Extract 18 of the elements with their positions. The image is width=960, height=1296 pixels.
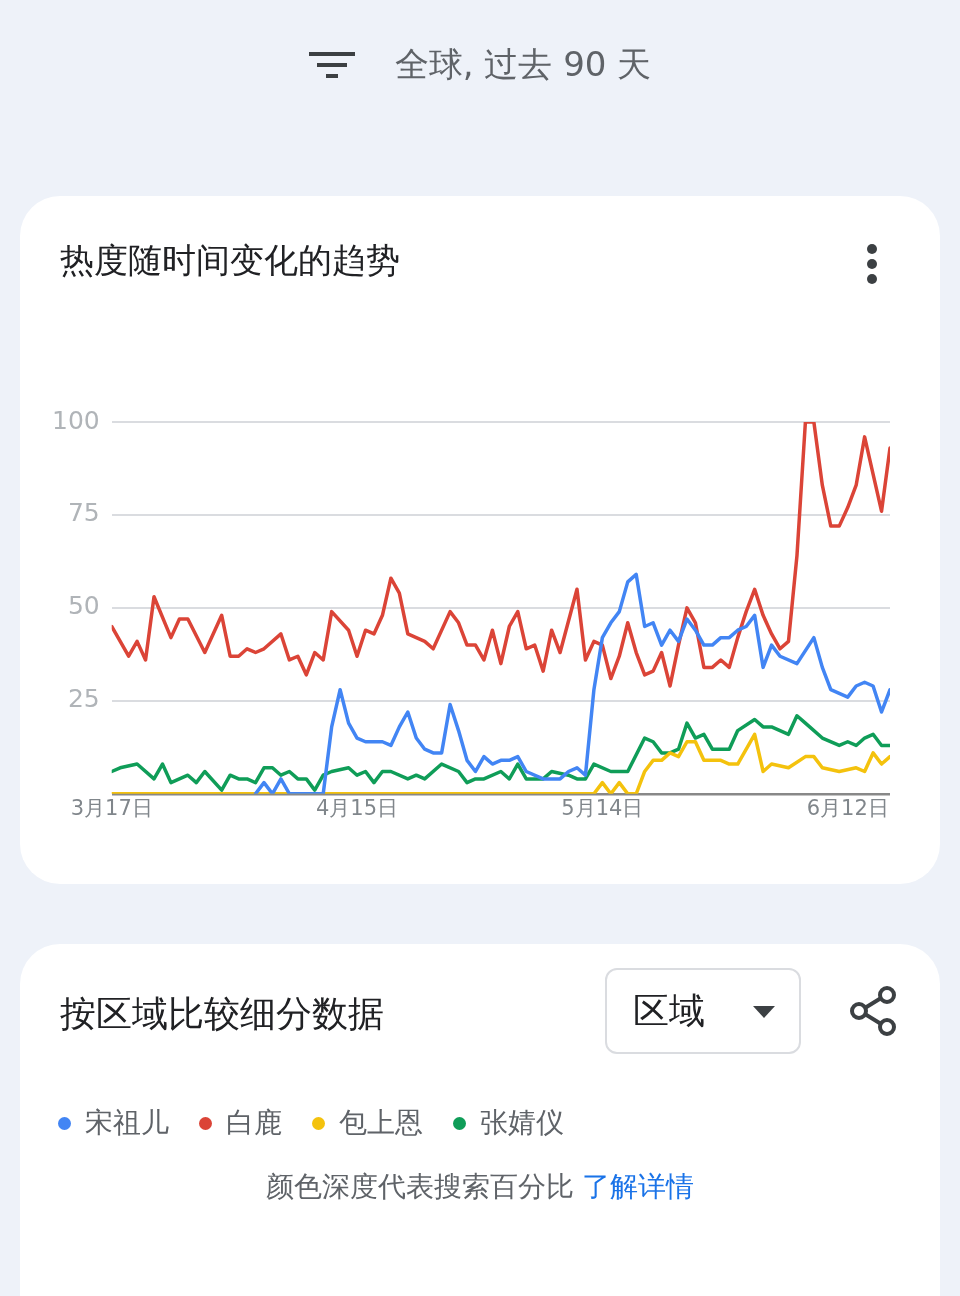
text: 了解详情: [582, 1170, 694, 1203]
x-tick-label: 3月17日: [70, 795, 153, 820]
legend-label: 白鹿: [226, 1105, 282, 1141]
y-tick-label: 100: [52, 405, 100, 435]
y-tick-label: 75: [67, 498, 100, 528]
text: 按区域比较细分数据: [60, 992, 384, 1036]
x-tick-label: 4月15日: [316, 795, 399, 820]
legend-label: 宋祖儿: [85, 1105, 169, 1141]
x-tick-label: 6月12日: [806, 795, 889, 820]
text: 颜色深度代表搜索百分比: [266, 1170, 574, 1203]
legend-label: 张婧仪: [480, 1105, 564, 1141]
y-tick-label: 50: [67, 591, 100, 621]
text: 区域: [633, 988, 705, 1033]
chart-subtitle: 全球, 过去 90 天: [394, 43, 652, 86]
x-tick-label: 5月14日: [561, 795, 644, 820]
chart-title: 热度随时间变化的趋势: [60, 239, 400, 282]
legend-label: 包上恩: [339, 1105, 423, 1141]
y-tick-label: 25: [67, 684, 100, 714]
